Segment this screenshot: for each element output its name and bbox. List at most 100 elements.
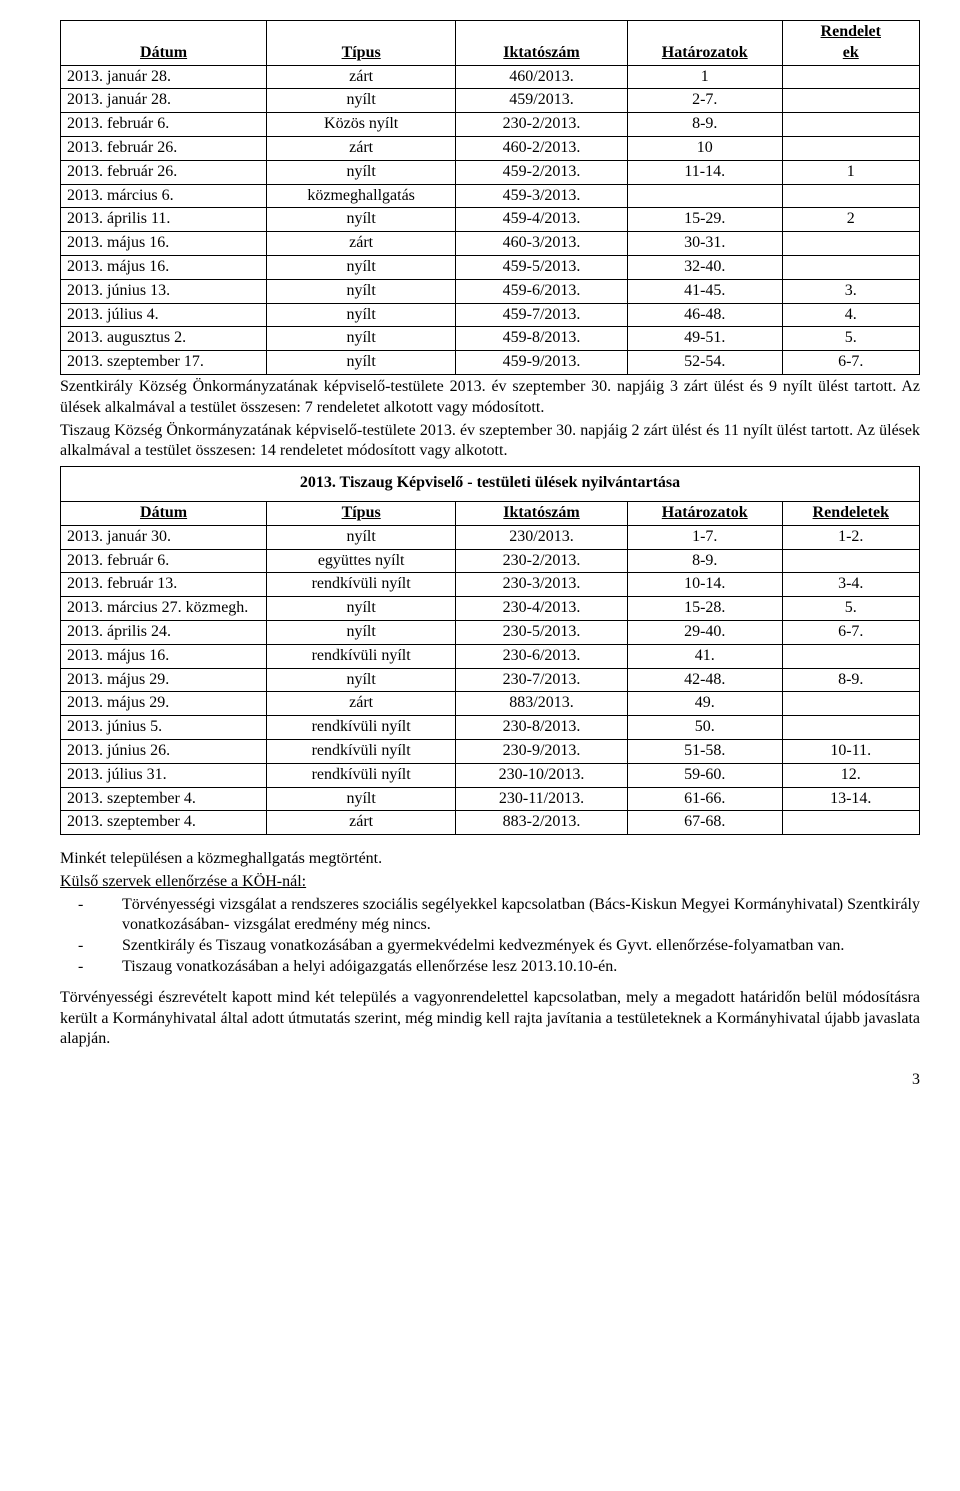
table-cell: 2013. május 29.	[61, 692, 267, 716]
table-row: 2013. szeptember 4.zárt883-2/2013.67-68.	[61, 811, 920, 835]
table-row: 2013. május 16.zárt460-3/2013.30-31.	[61, 232, 920, 256]
col2-header-date: Dátum	[61, 501, 267, 525]
table-cell	[782, 136, 919, 160]
table-cell: zárt	[267, 811, 456, 835]
table-cell: 230-4/2013.	[456, 597, 628, 621]
table-cell: nyílt	[267, 255, 456, 279]
table-cell	[782, 65, 919, 89]
table-cell	[782, 644, 919, 668]
table-cell: rendkívüli nyílt	[267, 763, 456, 787]
table-cell: zárt	[267, 232, 456, 256]
table-cell: 50.	[627, 716, 782, 740]
col-header-dec: Rendelet ek	[782, 21, 919, 66]
table-cell: 460/2013.	[456, 65, 628, 89]
table-cell: zárt	[267, 136, 456, 160]
subhead-kulso-szervek: Külső szervek ellenőrzése a KÖH-nál:	[60, 872, 920, 893]
col-header-res: Határozatok	[627, 21, 782, 66]
table-cell: 2013. március 27. közmegh.	[61, 597, 267, 621]
table-cell: 2013. január 28.	[61, 89, 267, 113]
paragraph-tiszaug: Tiszaug Község Önkormányzatának képvisel…	[60, 421, 920, 463]
table-cell: 61-66.	[627, 787, 782, 811]
table-cell: rendkívüli nyílt	[267, 573, 456, 597]
table-cell: 1	[627, 65, 782, 89]
table-cell: 30-31.	[627, 232, 782, 256]
table-cell: 6-7.	[782, 620, 919, 644]
table-cell: 5.	[782, 597, 919, 621]
table-cell: 59-60.	[627, 763, 782, 787]
table-cell: 2013. július 31.	[61, 763, 267, 787]
table-cell	[782, 811, 919, 835]
table-cell: 10-14.	[627, 573, 782, 597]
table-cell: 8-9.	[627, 549, 782, 573]
table-cell: 459-2/2013.	[456, 160, 628, 184]
table-cell: nyílt	[267, 597, 456, 621]
table-cell: nyílt	[267, 89, 456, 113]
table-cell: 8-9.	[627, 113, 782, 137]
table-cell: 8-9.	[782, 668, 919, 692]
table-cell: 459-8/2013.	[456, 327, 628, 351]
table-cell: 230-10/2013.	[456, 763, 628, 787]
table-cell	[782, 113, 919, 137]
table-cell: 2013. február 26.	[61, 136, 267, 160]
table-row: 2013. február 6.együttes nyílt230-2/2013…	[61, 549, 920, 573]
paragraph-torvenyessegi: Törvényességi észrevételt kapott mind ké…	[60, 988, 920, 1050]
table-cell: rendkívüli nyílt	[267, 739, 456, 763]
table-cell: zárt	[267, 692, 456, 716]
table-cell: nyílt	[267, 160, 456, 184]
col-header-ref: Iktatószám	[456, 21, 628, 66]
col-header-type: Típus	[267, 21, 456, 66]
table-sessions-2: 2013. Tiszaug Képviselő - testületi ülés…	[60, 466, 920, 835]
table-row: 2013. február 6.Közös nyílt230-2/2013.8-…	[61, 113, 920, 137]
table-row: 2013. március 6.közmeghallgatás459-3/201…	[61, 184, 920, 208]
bullet-list: Törvényességi vizsgálat a rendszeres szo…	[60, 895, 920, 978]
table-row: 2013. július 31.rendkívüli nyílt230-10/2…	[61, 763, 920, 787]
table-cell: 2013. szeptember 4.	[61, 787, 267, 811]
col-header-date: Dátum	[61, 21, 267, 66]
table-cell: nyílt	[267, 787, 456, 811]
col2-header-ref: Iktatószám	[456, 501, 628, 525]
table-cell: rendkívüli nyílt	[267, 644, 456, 668]
table2-title-row: 2013. Tiszaug Képviselő - testületi ülés…	[61, 467, 920, 502]
table-cell: rendkívüli nyílt	[267, 716, 456, 740]
table-cell: 2013. március 6.	[61, 184, 267, 208]
table-cell: 6-7.	[782, 351, 919, 375]
table-cell: 2013. április 11.	[61, 208, 267, 232]
list-item: Tiszaug vonatkozásában a helyi adóigazga…	[100, 957, 920, 978]
table-cell: 13-14.	[782, 787, 919, 811]
table-cell: 52-54.	[627, 351, 782, 375]
table-cell	[627, 184, 782, 208]
table-row: 2013. január 28.nyílt459/2013.2-7.	[61, 89, 920, 113]
table-cell: 15-29.	[627, 208, 782, 232]
paragraph-szentkiraly: Szentkirály Község Önkormányzatának képv…	[60, 377, 920, 419]
table-row: 2013. május 16.nyílt459-5/2013.32-40.	[61, 255, 920, 279]
table-cell: 459-9/2013.	[456, 351, 628, 375]
table-cell: 459-5/2013.	[456, 255, 628, 279]
table-cell: 2013. szeptember 17.	[61, 351, 267, 375]
table-cell: 230-7/2013.	[456, 668, 628, 692]
table-cell: 4.	[782, 303, 919, 327]
table-cell: 29-40.	[627, 620, 782, 644]
table-cell: 2013. május 16.	[61, 255, 267, 279]
table-cell: 459/2013.	[456, 89, 628, 113]
table-header-row: Dátum Típus Iktatószám Határozatok Rende…	[61, 21, 920, 66]
table-cell: 460-2/2013.	[456, 136, 628, 160]
table-cell: 2-7.	[627, 89, 782, 113]
table-cell: 2013. február 26.	[61, 160, 267, 184]
table-cell: 2013. április 24.	[61, 620, 267, 644]
table-row: 2013. szeptember 4.nyílt230-11/2013.61-6…	[61, 787, 920, 811]
table-cell: 3-4.	[782, 573, 919, 597]
table-cell: 459-6/2013.	[456, 279, 628, 303]
table-cell	[782, 89, 919, 113]
table-cell: 230-3/2013.	[456, 573, 628, 597]
table-cell: 49-51.	[627, 327, 782, 351]
table-cell: 459-4/2013.	[456, 208, 628, 232]
table-cell: 459-7/2013.	[456, 303, 628, 327]
table-cell: 41.	[627, 644, 782, 668]
table-cell: együttes nyílt	[267, 549, 456, 573]
table-row: 2013. május 29.zárt883/2013.49.	[61, 692, 920, 716]
table-cell: 2	[782, 208, 919, 232]
table-row: 2013. augusztus 2.nyílt459-8/2013.49-51.…	[61, 327, 920, 351]
table-cell	[782, 692, 919, 716]
table-cell: 230-6/2013.	[456, 644, 628, 668]
table-cell: 230-2/2013.	[456, 113, 628, 137]
